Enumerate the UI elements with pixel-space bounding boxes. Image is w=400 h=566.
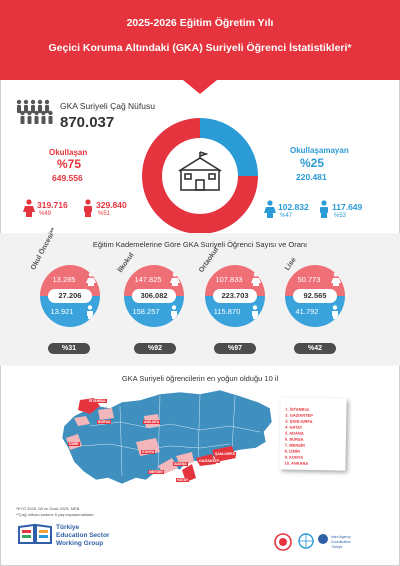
enrolled-value: 649.556 xyxy=(52,173,83,183)
male-icon xyxy=(332,305,338,319)
level-female-value: 107.833 xyxy=(215,275,243,284)
map-city-label: MERSİN xyxy=(148,470,164,474)
not-enrolled-male-value: 117.649 xyxy=(332,202,363,212)
top-city-item: 2. GAZİANTEP xyxy=(285,412,313,418)
level-card: 147.825 158.257 306.082 xyxy=(124,265,184,327)
un-logo-icon xyxy=(298,533,314,549)
level-card: 50.773 41.792 92.565 xyxy=(285,265,345,327)
enrolled-male-value: 329.840 xyxy=(96,200,127,210)
male-icon xyxy=(252,305,258,319)
brand-line-3: Working Group xyxy=(56,540,104,547)
map-city-label: İZMİR xyxy=(68,442,80,446)
top-city-item: 9. KONYA xyxy=(284,454,304,460)
header-banner xyxy=(0,0,400,80)
level-card: 107.833 115.870 223.703 xyxy=(205,265,265,327)
not-enrolled-male-percent: %53 xyxy=(334,213,347,219)
top-cities-card: 1. İSTANBUL 2. GAZİANTEP 3. ŞANLIURFA 4.… xyxy=(279,397,347,471)
enrolled-percent: %75 xyxy=(57,157,82,171)
level-rate: %31 xyxy=(48,343,90,354)
male-icon xyxy=(320,200,328,218)
top-city-item: 8. İZMİR xyxy=(284,448,301,454)
not-enrolled-label: Okullaşamayan xyxy=(290,146,349,155)
level-male-value: 13.921 xyxy=(50,307,74,316)
level-rate: %92 xyxy=(134,343,176,354)
map-city-label: HATAY xyxy=(176,478,190,482)
top-city-item: 3. ŞANLIURFA xyxy=(285,418,313,424)
not-enrolled-percent: %25 xyxy=(300,156,325,170)
level-rate: %42 xyxy=(294,343,336,354)
female-icon xyxy=(23,199,35,217)
level-female-value: 147.825 xyxy=(134,275,162,284)
map-city-label: ANKARA xyxy=(143,420,161,424)
level-total-value: 27.206 xyxy=(48,289,92,303)
male-icon xyxy=(87,305,93,319)
brand-line-1: Türkiye xyxy=(56,524,80,531)
unicef-logo-icon xyxy=(274,533,292,551)
level-female-value: 50.773 xyxy=(297,275,321,284)
header-arrow xyxy=(183,80,217,94)
top-city-item: 7. MERSİN xyxy=(284,442,305,448)
population-value: 870.037 xyxy=(60,114,115,131)
partner-text-3: Türkiye xyxy=(331,545,343,549)
female-icon xyxy=(251,272,261,286)
not-enrolled-female-value: 102.832 xyxy=(278,202,309,212)
brand-line-2: Education Sector xyxy=(56,532,110,539)
map-city-label: KONYA xyxy=(141,450,156,454)
enrollment-donut xyxy=(142,118,258,234)
level-male-value: 41.792 xyxy=(295,307,319,316)
female-icon xyxy=(170,272,180,286)
enrolled-female-value: 319.716 xyxy=(37,200,68,210)
map-city-label: BURSA xyxy=(97,420,112,424)
not-enrolled-female-percent: %47 xyxy=(280,213,293,219)
level-male-value: 115.870 xyxy=(213,307,241,316)
coordination-logo-icon xyxy=(318,534,328,544)
people-group-icon xyxy=(16,99,53,124)
level-total-value: 223.703 xyxy=(213,289,257,303)
page-title: 2025-2026 Eğitim Öğretim Yılı xyxy=(126,17,274,29)
top-city-item: 6. BURSA xyxy=(284,436,304,442)
map-title: GKA Suriyeli öğrencilerin en yoğun olduğ… xyxy=(121,374,279,383)
school-icon xyxy=(178,151,222,191)
enrolled-label: Okullaşan xyxy=(49,148,88,157)
map-city-label: ADANA xyxy=(173,462,188,466)
map-city-label: ŞANLIURFA xyxy=(214,452,237,456)
level-total-value: 92.565 xyxy=(293,289,337,303)
level-female-value: 13.285 xyxy=(52,275,76,284)
partner-text-2: Coordination xyxy=(331,540,351,544)
top-city-item: 5. ADANA xyxy=(284,430,304,436)
footnote-preschool: **Çağ nüfusu sadece 5 yaş kapsanmaktadır… xyxy=(16,512,95,517)
levels-title: Eğitim Kademelerine Göre GKA Suriyeli Öğ… xyxy=(92,240,308,249)
male-icon xyxy=(171,305,177,319)
level-male-value: 158.257 xyxy=(132,307,160,316)
level-card: 13.285 13.921 27.206 xyxy=(40,265,100,327)
top-city-item: 1. İSTANBUL xyxy=(285,406,310,412)
level-rate: %97 xyxy=(214,343,256,354)
not-enrolled-value: 220.481 xyxy=(296,172,327,182)
top-city-item: 4. HATAY xyxy=(285,424,303,430)
map-city-label: GAZİANTEP xyxy=(198,459,221,463)
female-icon xyxy=(86,272,96,286)
population-label: GKA Suriyeli Çağ Nüfusu xyxy=(60,101,155,111)
male-icon xyxy=(84,199,92,217)
female-icon xyxy=(264,200,276,218)
page-subtitle: Geçici Koruma Altındaki (GKA) Suriyeli Ö… xyxy=(48,42,352,54)
education-book-icon xyxy=(18,523,52,544)
level-total-value: 306.082 xyxy=(132,289,176,303)
enrolled-female-percent: %49 xyxy=(39,211,52,217)
footnote-source: *EYÖ 2025, 08 ve Ocak 2025, MEB xyxy=(16,506,80,511)
map-city-label: İSTANBUL xyxy=(88,399,108,403)
partner-text-1: Inter-Agency xyxy=(331,535,351,539)
enrolled-male-percent: %51 xyxy=(98,211,111,217)
turkey-map xyxy=(61,389,273,485)
top-city-item: 10. ANKARA xyxy=(284,460,309,466)
female-icon xyxy=(331,272,341,286)
